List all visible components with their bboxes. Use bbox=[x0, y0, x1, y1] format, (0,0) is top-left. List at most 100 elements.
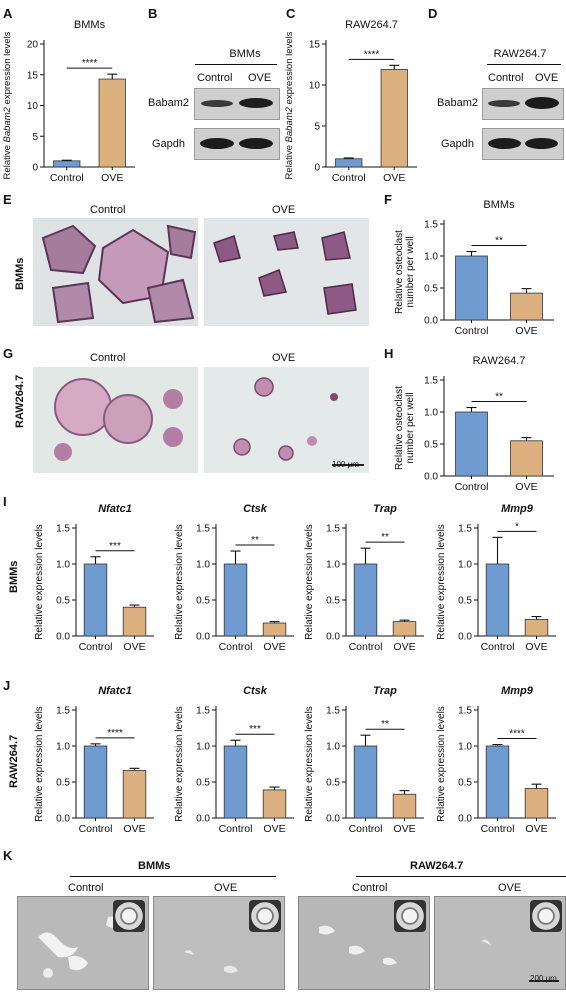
blot-d-babam2 bbox=[482, 88, 564, 120]
blot-d-cell-label: RAW264.7 bbox=[493, 48, 547, 60]
y-tick-label: 0.0 bbox=[326, 814, 340, 825]
g-row-label: RAW264.7 bbox=[14, 374, 26, 428]
y-tick-label: 20 bbox=[27, 40, 39, 51]
k-inset bbox=[394, 900, 426, 932]
bar bbox=[83, 563, 108, 637]
y-tick-label: 1.5 bbox=[326, 524, 340, 535]
x-tick-label: OVE bbox=[393, 823, 415, 835]
y-tick-label: 10 bbox=[309, 81, 321, 92]
chart-panel-i-nfatc1: Nfatc1 0.0 0.5 1.0 1.5 Relative expression le… bbox=[34, 503, 154, 653]
y-axis-label: Relative Babam2 expression levels bbox=[284, 31, 295, 179]
y-tick-label: 1.5 bbox=[458, 524, 472, 535]
panel-label-h: H bbox=[384, 346, 394, 361]
g-scale-label: 100 μm bbox=[332, 460, 359, 469]
k-raw-divider bbox=[356, 876, 566, 877]
y-tick-label: 0 bbox=[314, 163, 320, 174]
chart-panel-i-mmp9: Mmp9 0.0 0.5 1.0 1.5 Relative expression leve… bbox=[436, 503, 556, 653]
significance-label: **** bbox=[107, 728, 123, 739]
bar bbox=[262, 789, 287, 819]
y-axis-label: Relative expression levels bbox=[174, 524, 185, 640]
chart-panel-f: BMMs 0.0 0.5 1.0 1.5 Relative osteoclast numbe… bbox=[394, 199, 554, 337]
y-tick-label: 0.0 bbox=[458, 814, 472, 825]
x-tick-label: Control bbox=[79, 641, 113, 653]
chart-panel-h: RAW264.7 0.0 0.5 1.0 1.5 Relative osteoclast n… bbox=[394, 355, 554, 493]
y-tick-label: 5 bbox=[32, 132, 38, 143]
y-tick-label: 1.0 bbox=[196, 560, 210, 571]
e-ove-image bbox=[204, 218, 369, 326]
blot-d-ove-label: OVE bbox=[535, 72, 559, 84]
x-tick-label: OVE bbox=[263, 641, 285, 653]
blot-band bbox=[201, 100, 233, 107]
significance-label: ** bbox=[381, 532, 389, 543]
y-axis-label: Relative expression levels bbox=[436, 524, 447, 640]
bar bbox=[98, 78, 126, 168]
x-tick-label: OVE bbox=[525, 641, 547, 653]
y-tick-label: 1.5 bbox=[424, 376, 438, 387]
x-tick-label: Control bbox=[332, 172, 366, 184]
e-control-image bbox=[33, 218, 198, 326]
blot-d-babam2-label: Babam2 bbox=[437, 97, 478, 109]
y-tick-label: 1.0 bbox=[458, 742, 472, 753]
blot-band bbox=[525, 97, 559, 109]
k-bmms-label: BMMs bbox=[138, 860, 171, 872]
y-tick-label: 1.5 bbox=[326, 706, 340, 717]
blot-band bbox=[488, 138, 521, 149]
y-tick-label: 1.5 bbox=[196, 706, 210, 717]
y-tick-label: 0.5 bbox=[424, 284, 438, 295]
y-tick-label: 0.5 bbox=[196, 778, 210, 789]
y-tick-label: 0.0 bbox=[56, 632, 70, 643]
chart-panel-j-trap: Trap 0.0 0.5 1.0 1.5 Relative expression leve… bbox=[304, 685, 424, 835]
blot-d-gapdh bbox=[482, 128, 564, 160]
bar bbox=[53, 160, 81, 168]
y-tick-label: 0.5 bbox=[196, 596, 210, 607]
k-raw-control-label: Control bbox=[352, 882, 388, 894]
y-tick-label: 1.0 bbox=[326, 560, 340, 571]
blot-d-control-label: Control bbox=[488, 72, 524, 84]
bar bbox=[510, 440, 543, 477]
x-tick-label: OVE bbox=[123, 823, 145, 835]
bar bbox=[122, 770, 147, 819]
chart-panel-i-trap: Trap 0.0 0.5 1.0 1.5 Relative expression leve… bbox=[304, 503, 424, 653]
y-tick-label: 1.0 bbox=[56, 742, 70, 753]
y-tick-label: 0.5 bbox=[424, 440, 438, 451]
y-tick-label: 0.5 bbox=[458, 596, 472, 607]
bar bbox=[83, 745, 108, 819]
significance-label: ** bbox=[251, 535, 259, 546]
y-tick-label: 1.0 bbox=[196, 742, 210, 753]
x-tick-label: OVE bbox=[393, 641, 415, 653]
x-tick-label: Control bbox=[481, 823, 515, 835]
y-tick-label: 1.5 bbox=[56, 524, 70, 535]
y-axis-label: Relative expression levels bbox=[174, 706, 185, 822]
significance-label: ** bbox=[381, 719, 389, 730]
blot-b-cell-label: BMMs bbox=[229, 48, 261, 60]
blot-b-control-label: Control bbox=[197, 72, 233, 84]
y-tick-label: 0.0 bbox=[424, 316, 438, 327]
blot-b-ove-label: OVE bbox=[248, 72, 272, 84]
blot-band bbox=[239, 98, 273, 108]
bar bbox=[510, 292, 543, 321]
k-bmms-control-image bbox=[17, 896, 149, 990]
row-label-bmms-i: BMMs bbox=[8, 560, 20, 593]
bar bbox=[223, 745, 248, 819]
panel-label-a: A bbox=[3, 6, 13, 21]
k-raw-label: RAW264.7 bbox=[410, 860, 464, 872]
y-tick-label: 1.5 bbox=[196, 524, 210, 535]
chart-title: RAW264.7 bbox=[473, 355, 526, 367]
blot-band bbox=[488, 100, 520, 107]
panel-label-k: K bbox=[3, 848, 13, 863]
y-axis-label: Relative osteoclast bbox=[394, 386, 405, 470]
y-tick-label: 0.0 bbox=[56, 814, 70, 825]
e-ove-label: OVE bbox=[272, 204, 296, 216]
y-tick-label: 0.5 bbox=[458, 778, 472, 789]
significance-label: **** bbox=[509, 729, 525, 740]
bar bbox=[524, 619, 549, 637]
x-tick-label: OVE bbox=[383, 172, 405, 184]
chart-title: Nfatc1 bbox=[98, 503, 132, 515]
k-bmms-ove-label: OVE bbox=[214, 882, 238, 894]
chart-panel-i-ctsk: Ctsk 0.0 0.5 1.0 1.5 Relative expression leve… bbox=[174, 503, 294, 653]
chart-panel-j-nfatc1: Nfatc1 0.0 0.5 1.0 1.5 Relative expression le… bbox=[34, 685, 154, 835]
significance-label: **** bbox=[364, 49, 380, 60]
g-ove-image bbox=[204, 367, 369, 473]
row-label-raw-j: RAW264.7 bbox=[8, 734, 20, 788]
panel-label-i: I bbox=[3, 494, 7, 509]
